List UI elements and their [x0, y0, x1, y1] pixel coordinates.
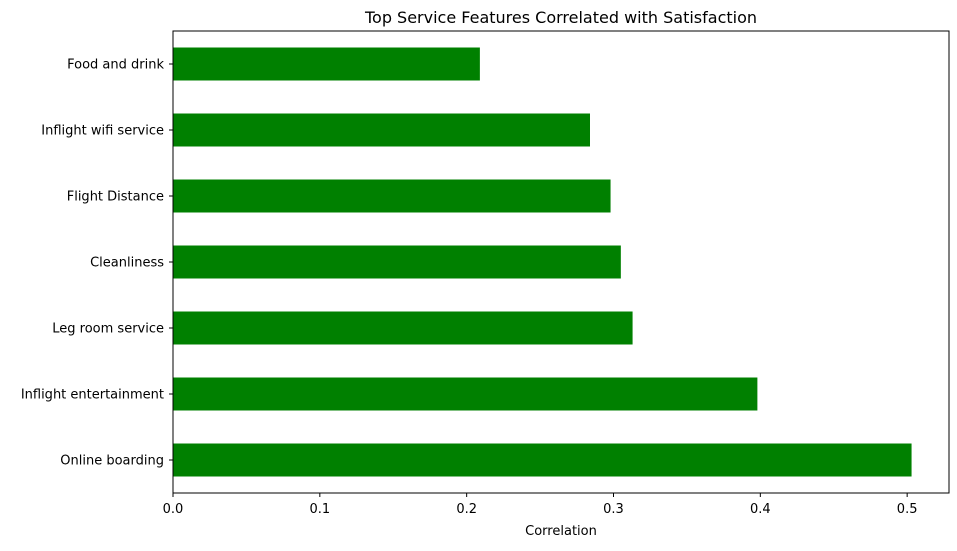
chart-title: Top Service Features Correlated with Sat… — [364, 8, 757, 27]
x-tick-label: 0.1 — [309, 502, 330, 517]
bar-flight-distance — [173, 179, 611, 213]
y-tick-label: Inflight entertainment — [21, 388, 164, 403]
y-tick-label: Food and drink — [67, 58, 164, 73]
bar-food-and-drink — [173, 47, 480, 81]
x-tick-label: 0.3 — [603, 502, 624, 517]
y-tick-label: Leg room service — [52, 322, 164, 337]
bar-inflight-wifi-service — [173, 113, 590, 147]
x-axis-label: Correlation — [525, 524, 597, 539]
y-tick-label: Cleanliness — [90, 256, 164, 271]
x-tick-label: 0.4 — [750, 502, 771, 517]
bar-cleanliness — [173, 245, 621, 279]
y-tick-label: Inflight wifi service — [41, 124, 164, 139]
x-axis-ticks: 0.0 0.1 0.2 0.3 0.4 0.5 — [163, 493, 918, 517]
y-tick-label: Flight Distance — [67, 190, 164, 205]
bar-inflight-entertainment — [173, 377, 758, 411]
x-tick-label: 0.0 — [163, 502, 184, 517]
y-tick-label: Online boarding — [60, 454, 164, 469]
bars-layer — [173, 47, 912, 477]
x-tick-label: 0.5 — [897, 502, 918, 517]
y-axis-ticks: Online boarding Inflight entertainment Leg… — [21, 58, 173, 469]
x-tick-label: 0.2 — [456, 502, 477, 517]
bar-online-boarding — [173, 443, 912, 477]
bar-leg-room-service — [173, 311, 633, 345]
